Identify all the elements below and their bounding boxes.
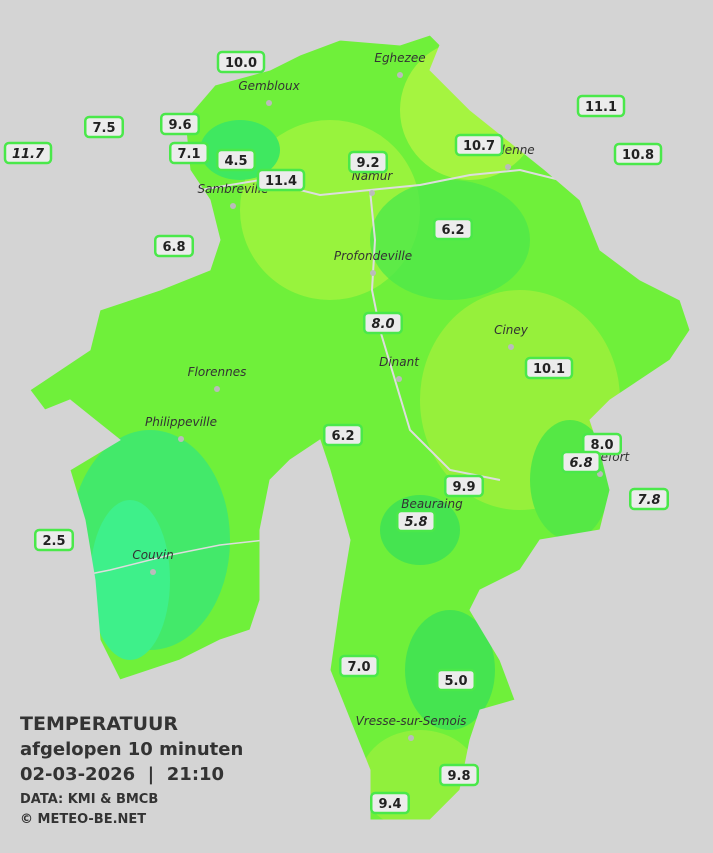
- station-box: [524, 356, 574, 380]
- station-box: [216, 50, 266, 74]
- station-box: [216, 148, 256, 172]
- station-value: 6.2: [331, 429, 354, 444]
- station-box: [444, 474, 484, 498]
- city-label: Beauraing: [401, 497, 463, 511]
- city-dot: [178, 436, 184, 442]
- station-box: [256, 168, 306, 192]
- legend-source: DATA: KMI & BMCB: [20, 792, 158, 807]
- station-box: [34, 528, 74, 552]
- station-value: 7.5: [92, 121, 115, 136]
- city-dot: [369, 190, 375, 196]
- station-value: 9.6: [168, 118, 191, 133]
- station-value: 5.8: [404, 515, 427, 530]
- station-box: [363, 311, 403, 335]
- station-value: 5.0: [444, 674, 467, 689]
- station-box: [339, 654, 379, 678]
- station-box: [160, 112, 200, 136]
- station-box: [3, 141, 53, 165]
- legend-subtitle: afgelopen 10 minuten: [20, 739, 243, 760]
- city-label: Profondeville: [334, 249, 412, 263]
- station-box: [613, 142, 663, 166]
- city-dot: [597, 471, 603, 477]
- station-value: 8.0: [590, 438, 613, 453]
- city-label: Eghezee: [374, 51, 425, 65]
- station-value: 9.2: [356, 156, 379, 171]
- station-value: 2.5: [42, 534, 65, 549]
- station-value: 6.8: [162, 240, 185, 255]
- station-box: [561, 450, 601, 474]
- legend-datetime: 02-03-2026 | 21:10: [20, 764, 224, 785]
- station-box: [323, 423, 363, 447]
- city-label: Florennes: [188, 365, 247, 379]
- legend-title: TEMPERATUUR: [20, 713, 178, 735]
- city-label: Philippeville: [145, 415, 217, 429]
- station-value: 7.8: [637, 493, 660, 508]
- city-dot: [214, 386, 220, 392]
- station-value: 6.8: [569, 456, 592, 471]
- station-value: 7.0: [347, 660, 370, 675]
- city-dot: [397, 72, 403, 78]
- station-value: 9.8: [447, 769, 470, 784]
- station-value: 11.7: [12, 147, 45, 162]
- station-box: [433, 217, 473, 241]
- city-label: Ciney: [494, 323, 529, 337]
- city-dot: [408, 735, 414, 741]
- city-label: Vresse-sur-Semois: [356, 714, 467, 728]
- cities: EghezeeGemblouxAndenneNamurSambrevillePr…: [132, 51, 631, 741]
- city-dot: [396, 376, 402, 382]
- station-value: 10.1: [533, 362, 565, 377]
- city-label: Couvin: [132, 548, 173, 562]
- city-dot: [266, 100, 272, 106]
- station-value: 10.0: [225, 56, 257, 71]
- station-box: [154, 234, 194, 258]
- station-box: [436, 668, 476, 692]
- station-box: [84, 115, 124, 139]
- legend-copyright: © METEO-BE.NET: [20, 812, 146, 827]
- city-label: Sambreville: [197, 182, 268, 196]
- station-value: 11.4: [265, 174, 297, 189]
- station-value: 7.1: [177, 147, 200, 162]
- legend: TEMPERATUUR afgelopen 10 minuten 02-03-2…: [20, 713, 243, 827]
- station-box: [454, 133, 504, 157]
- city-label: Gembloux: [238, 79, 300, 93]
- station-value: 10.8: [622, 148, 654, 163]
- city-label: Dinant: [379, 355, 420, 369]
- station-value: 8.0: [371, 317, 394, 332]
- station-box: [582, 432, 622, 456]
- station-box: [396, 509, 436, 533]
- station-value: 10.7: [463, 139, 495, 154]
- station-box: [629, 487, 669, 511]
- city-dot: [370, 270, 376, 276]
- station-box: [439, 763, 479, 787]
- city-dot: [505, 164, 511, 170]
- station-value: 6.2: [441, 223, 464, 238]
- station-value: 9.9: [452, 480, 475, 495]
- station-box: [169, 141, 209, 165]
- city-dot: [150, 569, 156, 575]
- station-box: [370, 791, 410, 815]
- station-value: 11.1: [585, 100, 617, 115]
- station-value: 4.5: [224, 154, 247, 169]
- station-box: [576, 94, 626, 118]
- station-value: 9.4: [378, 797, 401, 812]
- station-box: [348, 150, 388, 174]
- stations: 10.0 7.5 9.6 11.7 7.1 4.5 11.4 9.2 10.7 11.1 10.8 6…: [3, 50, 669, 815]
- city-dot: [230, 203, 236, 209]
- city-dot: [508, 344, 514, 350]
